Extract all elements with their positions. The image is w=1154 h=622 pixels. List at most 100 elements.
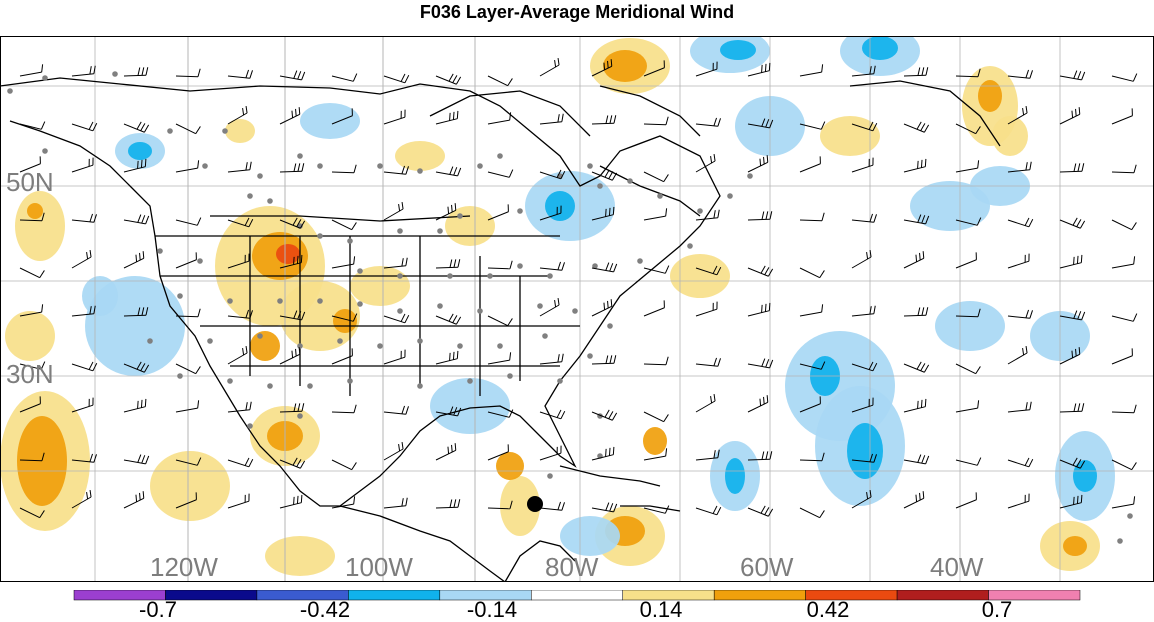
obs-dot-42: [477, 308, 483, 314]
location-marker: [527, 496, 543, 512]
wind-barb-173: [1007, 401, 1032, 413]
obs-dot-37: [277, 298, 283, 304]
wind-barb-23: [71, 121, 98, 132]
wind-barb-114: [227, 309, 253, 319]
wind-barb-12: [643, 60, 665, 77]
wind-barb-36: [747, 118, 774, 129]
obs-dot-33: [592, 263, 598, 269]
wind-barb-148: [851, 361, 878, 372]
obs-dot-15: [587, 163, 593, 169]
shading-blob-50: [643, 427, 667, 455]
obs-dot-47: [257, 333, 263, 339]
obs-dot-32: [547, 273, 553, 279]
colorbar-swatch-7: [713, 590, 806, 601]
obs-dot-6: [297, 153, 303, 159]
obs-dot-79: [7, 88, 13, 94]
obs-dot-53: [497, 343, 503, 349]
wind-barb-25: [175, 123, 201, 135]
obs-dot-49: [337, 338, 343, 344]
wind-barb-172: [955, 400, 980, 413]
wind-barb-130: [1059, 310, 1086, 321]
obs-dot-51: [417, 338, 423, 344]
obs-dot-44: [572, 308, 578, 314]
wind-barb-69: [175, 217, 202, 226]
wind-barb-197: [1111, 459, 1137, 471]
wind-barb-47: [175, 160, 200, 173]
wind-barb-55: [591, 169, 618, 181]
wind-barb-49: [279, 163, 305, 173]
shading-blob-11: [225, 119, 255, 143]
wind-barb-95: [383, 257, 408, 269]
wind-barb-99: [591, 262, 618, 273]
colorbar-tick-6: 0.7: [981, 597, 1013, 622]
shading-blob-22: [15, 191, 65, 261]
wind-barb-218: [1059, 494, 1083, 509]
obs-dot-4: [202, 163, 208, 169]
wind-barb-112: [123, 307, 149, 317]
shading-blob-54: [82, 276, 118, 316]
wind-barb-219: [1111, 496, 1136, 509]
wind-barb-215: [903, 491, 925, 509]
wind-barb-139: [383, 349, 406, 365]
wind-barb-107: [1007, 253, 1030, 269]
wind-barb-207: [487, 500, 513, 510]
obs-dot-72: [727, 193, 733, 199]
colorbar-tick-5: 0.42: [806, 597, 850, 622]
wind-barb-116: [331, 313, 358, 322]
colorbar-swatch-10: [988, 590, 1081, 601]
wind-barb-142: [539, 353, 564, 365]
shading-blob-55: [395, 141, 445, 171]
wind-barb-72: [331, 219, 357, 231]
wind-barb-39: [903, 121, 930, 133]
boundary-line-8: [599, 165, 701, 217]
wind-barb-145: [695, 357, 721, 367]
obs-dot-78: [42, 148, 48, 154]
wind-barb-97: [487, 260, 513, 270]
wind-barb-163: [487, 409, 514, 418]
wind-barb-60: [851, 157, 874, 173]
boundary-line-3: [429, 90, 591, 137]
lat-label-30n: 30N: [6, 359, 54, 389]
wind-barb-188: [643, 448, 668, 461]
obs-dot-5: [257, 173, 263, 179]
wind-barb-189: [695, 449, 720, 461]
wind-barb-2: [123, 67, 149, 77]
wind-barb-166: [643, 411, 669, 423]
wind-barb-208: [539, 501, 565, 511]
wind-barb-13: [695, 61, 718, 77]
wind-barb-152: [1059, 347, 1081, 365]
wind-barb-71: [279, 217, 306, 229]
wind-barb-31: [487, 112, 512, 125]
wind-barb-106: [955, 252, 977, 269]
obs-dot-0: [42, 75, 48, 81]
obs-dot-10: [377, 163, 383, 169]
wind-barb-120: [539, 298, 560, 317]
wind-barb-111: [71, 305, 96, 317]
wind-barb-201: [175, 492, 197, 509]
boundary-line-1: [339, 505, 506, 582]
wind-barb-15: [799, 64, 824, 77]
wind-barb-203: [279, 494, 303, 509]
wind-barb-195: [1007, 457, 1034, 468]
wind-barb-213: [799, 507, 825, 519]
wind-barb-8: [435, 73, 462, 85]
obs-dot-50: [377, 343, 383, 349]
wind-barb-9: [487, 75, 513, 87]
wind-barb-109: [1111, 256, 1136, 269]
wind-barb-157: [175, 400, 200, 413]
wind-barb-118: [435, 313, 462, 325]
wind-barb-90: [123, 251, 145, 269]
lat-label-50n: 50N: [6, 167, 54, 197]
shading-blob-23: [27, 203, 43, 219]
colorbar-swatch-3: [348, 590, 441, 601]
wind-barb-27: [279, 107, 301, 125]
obs-dot-34: [637, 258, 643, 264]
shading-blob-42: [935, 301, 1005, 351]
wind-barb-131: [1111, 313, 1138, 322]
wind-barb-138: [331, 348, 353, 365]
wind-barb-156: [123, 398, 147, 413]
obs-dot-35: [177, 293, 183, 299]
wind-barb-74: [435, 203, 457, 221]
wind-barb-177: [71, 453, 97, 463]
obs-dot-71: [697, 208, 703, 214]
